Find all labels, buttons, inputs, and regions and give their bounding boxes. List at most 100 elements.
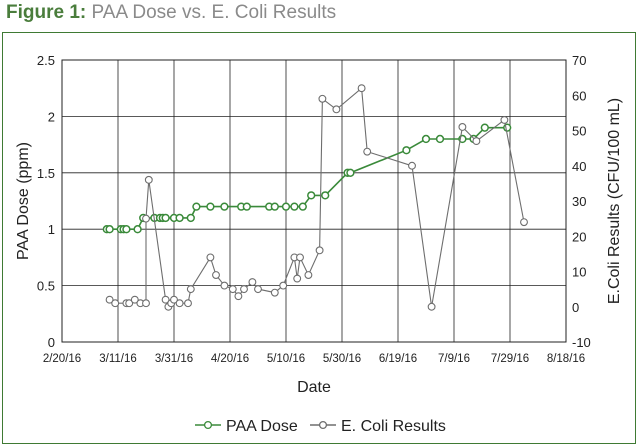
legend: PAA Dose E. Coli Results (195, 418, 446, 435)
e-coli-point (206, 253, 215, 262)
y-tick-label: 0.5 (37, 279, 55, 294)
e-coli-point (318, 94, 327, 103)
y2-axis-ticks: -10 0 10 20 30 40 50 60 70 (572, 53, 591, 350)
e-coli-point (408, 161, 416, 170)
paa-dose-point (402, 146, 411, 155)
paa-dose-point (206, 202, 215, 211)
y-axis-ticks: 0 0.5 1 1.5 2 2.5 (37, 53, 55, 350)
paa-dose-point (298, 202, 307, 211)
y-axis-label: PAA Dose (ppm) (15, 142, 32, 260)
paa-dose-point (281, 202, 291, 211)
figure-title: Figure 1: PAA Dose vs. E. Coli Results (6, 2, 336, 24)
y2-tick-label: 50 (572, 124, 586, 139)
y2-tick-label: 20 (572, 229, 586, 244)
paa-dose-point (220, 202, 229, 211)
y2-tick-label: 30 (572, 194, 586, 209)
paa-dose-point (421, 134, 431, 144)
series-paa-dose (102, 123, 512, 234)
y2-tick-label: 40 (572, 159, 586, 174)
paa-dose-point (186, 213, 195, 223)
series-e-coli (105, 84, 528, 311)
paa-dose-point (346, 168, 355, 177)
e-coli-point (472, 137, 481, 146)
x-tick-label: 7/9/16 (438, 353, 470, 365)
paa-dose-point (192, 202, 201, 211)
e-coli-point (105, 295, 114, 304)
e-coli-point (142, 214, 150, 223)
x-tick-label: 5/30/16 (323, 353, 361, 365)
e-coli-point (315, 246, 324, 255)
paa-dose-point (307, 191, 316, 200)
e-coli-point (248, 278, 257, 287)
x-tick-label: 7/29/16 (491, 353, 529, 365)
legend-marker-ecoli (318, 420, 328, 430)
y-tick-label: 2 (48, 109, 55, 124)
e-coli-point (220, 281, 229, 290)
figure-label: Figure 1: (6, 2, 87, 23)
e-coli-point (212, 271, 220, 279)
e-coli-point (458, 123, 467, 131)
paa-dose-point (122, 225, 131, 234)
e-coli-point (175, 299, 184, 308)
paa-dose-point (105, 225, 114, 234)
e-coli-point (186, 285, 195, 294)
series-layer (102, 84, 528, 311)
legend-marker-paa (203, 420, 213, 430)
e-coli-point (125, 299, 134, 308)
x-tick-label: 6/19/16 (379, 353, 417, 365)
paa-dose-point (270, 202, 279, 211)
x-tick-label: 8/18/16 (547, 353, 585, 365)
paa-dose-point (242, 202, 251, 211)
legend-label-ecoli: E. Coli Results (341, 418, 446, 435)
e-coli-point (254, 285, 262, 294)
e-coli-point (144, 175, 153, 184)
e-coli-point (130, 295, 139, 304)
y2-tick-label: -10 (572, 335, 591, 350)
e-coli-point (304, 271, 313, 279)
e-coli-point (228, 285, 237, 294)
e-coli-point (170, 295, 178, 304)
y-tick-label: 1 (48, 222, 55, 237)
e-coli-point (161, 295, 170, 304)
e-coli-point (111, 299, 120, 308)
e-coli-point (500, 115, 509, 124)
x-tick-label: 3/11/16 (99, 353, 137, 365)
paa-dose-point (480, 123, 489, 132)
e-coli-point (332, 105, 341, 114)
paa-dose-point (435, 134, 445, 144)
y2-tick-label: 60 (572, 88, 586, 103)
y2-tick-label: 10 (572, 265, 586, 280)
legend-label-paa: PAA Dose (226, 418, 298, 435)
e-coli-line (109, 87, 525, 308)
x-axis-ticks: 2/20/16 3/11/16 3/31/16 4/20/16 5/10/16 5/30/… (43, 353, 585, 365)
y2-tick-label: 70 (572, 53, 586, 68)
y-tick-label: 1.5 (37, 166, 55, 181)
x-tick-label: 4/20/16 (211, 353, 249, 365)
e-coli-point (293, 274, 302, 283)
e-coli-point (279, 281, 288, 290)
e-coli-point (363, 147, 372, 156)
x-tick-label: 2/20/16 (43, 353, 81, 365)
e-coli-point (184, 299, 192, 308)
figure-caption: PAA Dose vs. E. Coli Results (91, 2, 337, 23)
paa-dose-point (503, 123, 512, 132)
e-coli-point (520, 218, 528, 227)
x-tick-label: 5/10/16 (267, 353, 305, 365)
y2-axis-label: E.Coli Results (CFU/100 mL) (606, 98, 623, 304)
e-coli-point (427, 302, 436, 311)
paa-dose-point (175, 213, 184, 223)
y-tick-label: 2.5 (37, 53, 55, 68)
paa-dose-point (290, 202, 299, 211)
e-coli-point (240, 285, 248, 294)
e-coli-point (270, 288, 279, 297)
paa-dose-point (321, 191, 330, 200)
y-tick-label: 0 (48, 335, 55, 350)
e-coli-point (234, 292, 243, 301)
paa-dose-point (161, 213, 170, 223)
e-coli-point (142, 299, 150, 308)
y2-tick-label: 0 (572, 300, 579, 315)
x-tick-label: 3/31/16 (155, 353, 193, 365)
e-coli-point (357, 84, 366, 93)
paa-dose-point (133, 225, 142, 234)
